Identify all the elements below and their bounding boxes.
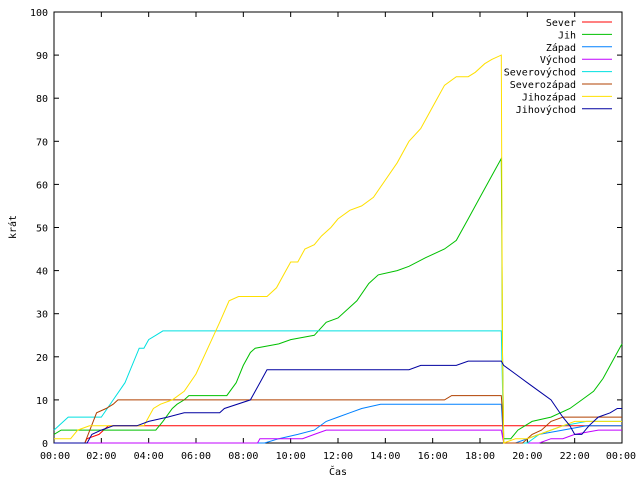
series-line-jihozapad [54,54,622,444]
y-tick-label: 40 [36,267,48,278]
legend-label-jih: Jih [558,30,576,41]
y-tick-label: 10 [36,396,48,407]
x-tick-label: 00:00 [40,451,70,462]
series-line-jihovychod [54,360,622,444]
x-tick-label: 20:00 [512,451,542,462]
x-tick-label: 14:00 [370,451,400,462]
x-tick-label: 08:00 [228,451,258,462]
legend-label-severozapad: Severozápad [510,79,576,91]
y-axis-label: krát [7,215,19,239]
x-tick-label: 18:00 [465,451,495,462]
y-tick-label: 20 [36,353,48,364]
y-tick-label: 90 [36,51,48,62]
legend-label-zapad: Západ [546,42,576,54]
series-lines [53,54,623,444]
y-tick-label: 0 [42,439,48,450]
y-tick-label: 70 [36,137,48,148]
legend-label-jihovychod: Jihovýchod [516,104,576,116]
series-line-zapad [54,403,622,444]
x-tick-label: 00:00 [606,451,636,462]
legend-label-severovychod: Severovýchod [504,67,576,79]
y-tick-label: 80 [36,94,48,105]
y-tick-label: 60 [36,180,48,191]
x-tick-label: 10:00 [276,451,306,462]
x-tick-label: 12:00 [323,451,353,462]
legend: SeverJihZápadVýchodSeverovýchodSeverozáp… [504,18,612,116]
legend-label-sever: Sever [546,18,576,29]
x-tick-label: 02:00 [86,451,116,462]
series-line-severozapad [54,395,622,444]
axis-ticks: 0 10 20 30 40 50 60 70 80 90 100 00:00 02:00 04:00 06:… [30,8,636,462]
y-tick-label: 50 [36,224,48,235]
legend-label-jihozapad: Jihozápad [522,91,576,103]
x-tick-label: 06:00 [181,451,211,462]
x-tick-label: 22:00 [560,451,590,462]
x-tick-label: 04:00 [134,451,164,462]
x-tick-label: 16:00 [418,451,448,462]
legend-label-vychod: Východ [540,54,576,66]
x-axis-label: Čas [329,465,347,478]
series-line-vychod [54,429,622,444]
y-tick-label: 30 [36,310,48,321]
series-line-jih [53,156,623,440]
y-tick-label: 100 [30,8,48,19]
